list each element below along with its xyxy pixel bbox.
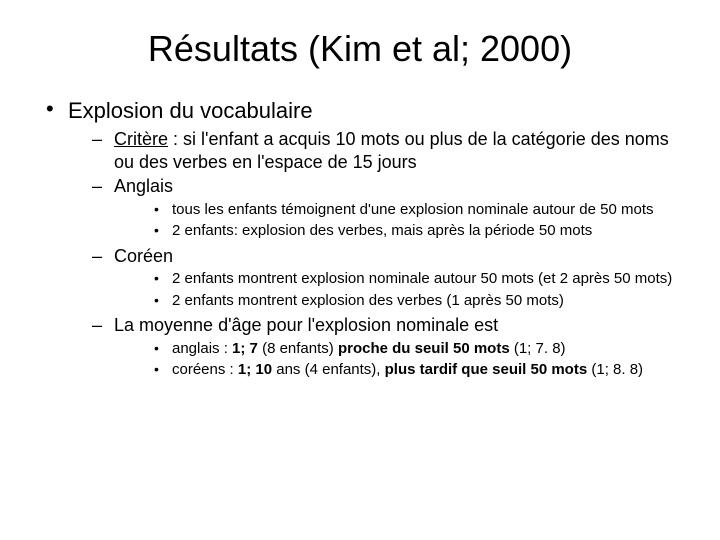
list-item: Anglais tous les enfants témoignent d'un… [86,175,680,241]
list-item: 2 enfants montrent explosion des verbes … [150,291,680,311]
text-bold: 1; 7 [232,340,258,357]
text: coréens : [172,361,238,378]
list-item: anglais : 1; 7 (8 enfants) proche du seu… [150,339,680,359]
text: tous les enfants témoignent d'une explos… [172,201,654,218]
list-item: Explosion du vocabulaire Critère : si l'… [40,98,680,380]
list-item: La moyenne d'âge pour l'explosion nomina… [86,314,680,380]
text: (1; 8. 8) [587,361,643,378]
text-underline: Critère [114,129,168,149]
bullet-list-level3: tous les enfants témoignent d'une explos… [114,200,680,241]
list-item: coréens : 1; 10 ans (4 enfants), plus ta… [150,360,680,380]
text: anglais : [172,340,232,357]
bullet-list-level3: anglais : 1; 7 (8 enfants) proche du seu… [114,339,680,380]
text-bold: proche du seuil 50 mots [338,340,510,357]
bullet-list-level1: Explosion du vocabulaire Critère : si l'… [40,98,680,380]
text-bold: 1; 10 [238,361,272,378]
text: Coréen [114,246,173,266]
text: 2 enfants montrent explosion des verbes … [172,292,564,309]
text: ans (4 enfants), [272,361,385,378]
text-bold: plus tardif que seuil 50 mots [385,361,588,378]
list-item: Coréen 2 enfants montrent explosion nomi… [86,245,680,311]
text: 2 enfants: explosion des verbes, mais ap… [172,222,592,239]
slide-title: Résultats (Kim et al; 2000) [40,28,680,70]
list-item: Critère : si l'enfant a acquis 10 mots o… [86,128,680,173]
bullet-list-level2: Critère : si l'enfant a acquis 10 mots o… [68,128,680,380]
text: La moyenne d'âge pour l'explosion nomina… [114,315,498,335]
list-item: tous les enfants témoignent d'une explos… [150,200,680,220]
list-item: 2 enfants montrent explosion nominale au… [150,269,680,289]
text: Explosion du vocabulaire [68,98,313,123]
slide: Résultats (Kim et al; 2000) Explosion du… [0,0,720,540]
text: (8 enfants) [258,340,338,357]
text: (1; 7. 8) [510,340,566,357]
list-item: 2 enfants: explosion des verbes, mais ap… [150,221,680,241]
text: Anglais [114,176,173,196]
bullet-list-level3: 2 enfants montrent explosion nominale au… [114,269,680,310]
text: : si l'enfant a acquis 10 mots ou plus d… [114,129,669,172]
text: 2 enfants montrent explosion nominale au… [172,270,672,287]
